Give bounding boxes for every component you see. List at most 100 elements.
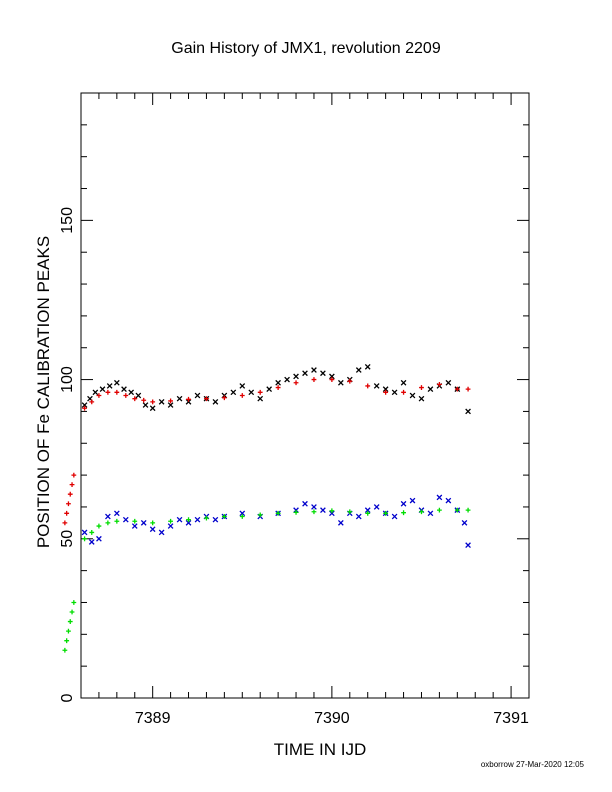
- data-point: [89, 399, 95, 405]
- data-point: [365, 383, 371, 389]
- data-point: [64, 510, 70, 516]
- data-point: [257, 389, 263, 395]
- series-layer: [62, 363, 471, 653]
- y-tick-label: 100: [59, 366, 76, 393]
- data-point: [168, 518, 173, 524]
- data-point: [419, 509, 424, 515]
- data-point: [454, 386, 460, 392]
- data-point: [302, 500, 308, 507]
- data-point: [320, 370, 326, 377]
- data-point: [185, 399, 192, 405]
- data-point: [186, 517, 191, 523]
- minor-ticks: [81, 93, 529, 698]
- data-point: [437, 507, 442, 513]
- x-tick-label: 7389: [135, 710, 171, 727]
- data-point: [105, 520, 111, 526]
- data-point: [194, 516, 201, 523]
- footer-credit: oxborrow 27-Mar-2020 12:05: [481, 760, 585, 769]
- data-point: [167, 402, 174, 408]
- data-point: [382, 386, 389, 392]
- data-point: [221, 514, 227, 519]
- data-point: [64, 638, 70, 644]
- data-point: [128, 389, 135, 396]
- data-point: [311, 367, 317, 373]
- data-point: [409, 392, 416, 399]
- data-point: [355, 367, 362, 373]
- data-point: [401, 389, 406, 395]
- data-point: [437, 381, 442, 387]
- data-point: [248, 389, 255, 396]
- data-point: [96, 393, 102, 398]
- data-point: [355, 513, 362, 520]
- data-point: [275, 510, 281, 516]
- data-point: [176, 395, 183, 402]
- data-point: [302, 370, 308, 377]
- data-point: [62, 647, 68, 653]
- data-point: [149, 405, 156, 412]
- y-tick-label: 50: [59, 530, 76, 548]
- data-point: [105, 389, 111, 395]
- data-point: [212, 399, 219, 405]
- data-point: [66, 628, 71, 634]
- x-tick-label: 7390: [314, 710, 350, 727]
- data-point: [329, 510, 335, 517]
- data-point: [465, 386, 471, 392]
- data-point: [150, 399, 156, 405]
- data-point: [185, 520, 192, 526]
- y-tick-labels: 0 50 100 150: [59, 207, 76, 703]
- series-1: [82, 377, 471, 411]
- data-point: [436, 494, 443, 501]
- data-point: [194, 392, 201, 399]
- data-point: [66, 501, 71, 507]
- data-point: [337, 379, 344, 386]
- data-point: [391, 513, 398, 520]
- data-point: [401, 510, 406, 516]
- data-point: [329, 508, 335, 514]
- data-point: [212, 516, 219, 523]
- chart-title: Gain History of JMX1, revolution 2209: [171, 40, 441, 57]
- data-point: [204, 515, 209, 521]
- data-point: [364, 363, 371, 370]
- data-point: [81, 529, 88, 536]
- data-point: [158, 399, 165, 405]
- y-tick-label: 0: [59, 693, 76, 702]
- data-point: [150, 520, 156, 526]
- data-point: [149, 526, 156, 533]
- data-point: [158, 529, 165, 536]
- x-axis-label: TIME IN IJD: [274, 740, 367, 759]
- data-point: [311, 509, 317, 515]
- data-point: [113, 510, 120, 517]
- data-point: [114, 389, 120, 395]
- data-point: [114, 518, 120, 524]
- data-point: [168, 398, 173, 404]
- data-point: [284, 376, 290, 383]
- data-point: [69, 609, 75, 615]
- data-point: [400, 500, 407, 507]
- data-point: [373, 383, 380, 389]
- data-point: [186, 396, 191, 402]
- x-tick-label: 7391: [493, 710, 529, 727]
- data-point: [445, 379, 452, 386]
- data-point: [121, 386, 127, 392]
- data-point: [257, 512, 263, 518]
- series-0: [81, 363, 471, 415]
- data-point: [204, 396, 209, 402]
- data-point: [454, 507, 460, 513]
- data-point: [445, 497, 452, 504]
- series-2: [81, 494, 471, 549]
- series-3: [82, 507, 471, 542]
- data-point: [82, 405, 87, 411]
- data-point: [461, 520, 468, 526]
- data-point: [311, 504, 317, 510]
- data-point: [293, 380, 299, 386]
- data-point: [347, 378, 353, 384]
- data-point: [71, 600, 77, 605]
- data-point: [99, 386, 106, 392]
- data-point: [427, 510, 434, 517]
- y-axis-label: POSITION OF Fe CALIBRATION PEAKS: [34, 236, 53, 548]
- data-point: [465, 408, 471, 415]
- data-point: [131, 523, 138, 529]
- data-point: [135, 392, 142, 399]
- plot-frame: [80, 92, 530, 699]
- data-point: [230, 389, 237, 396]
